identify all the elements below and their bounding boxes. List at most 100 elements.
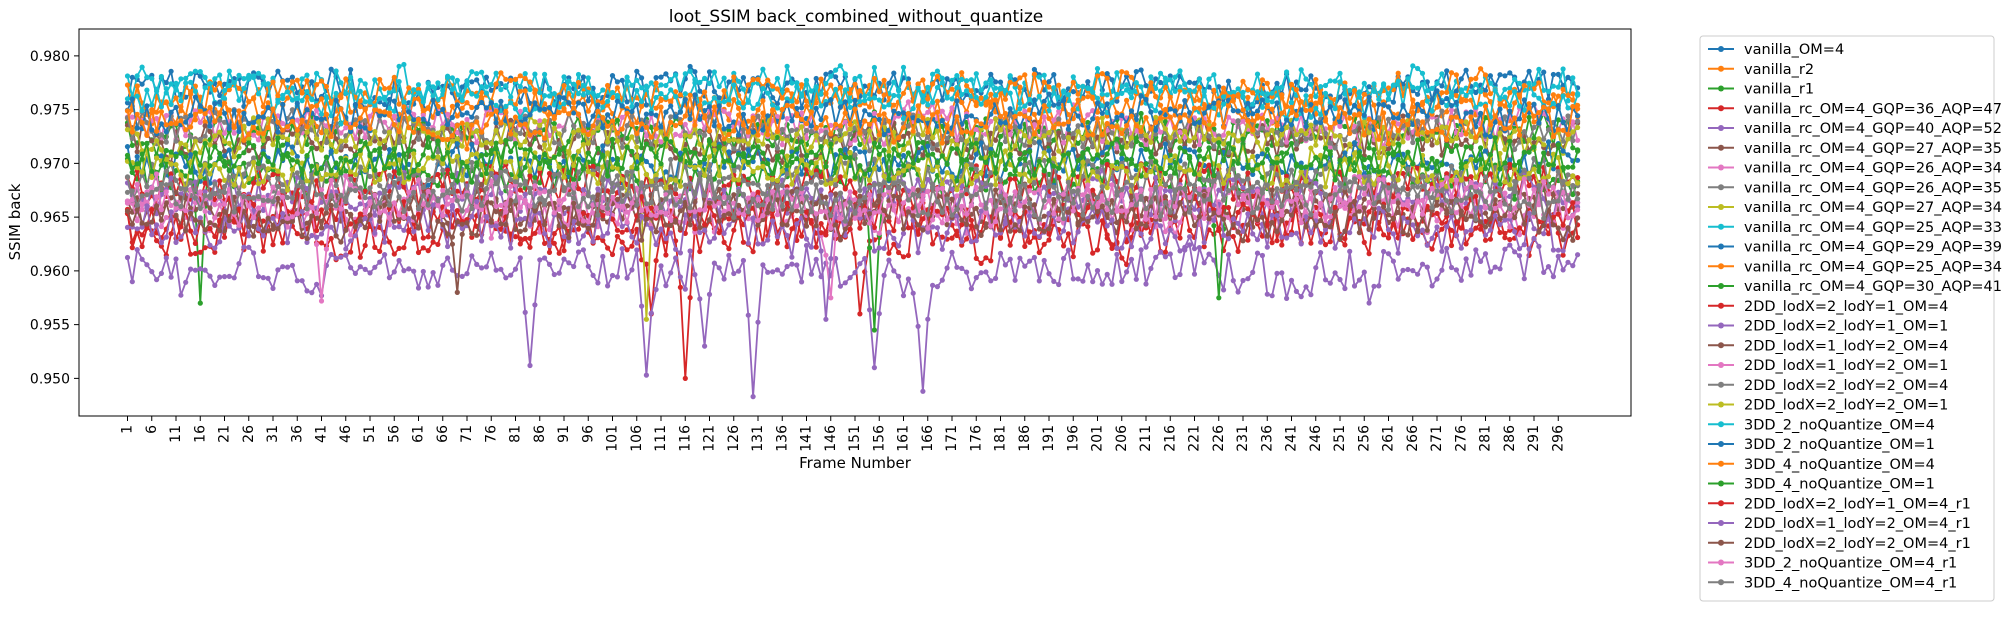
data-point	[629, 134, 635, 140]
data-point	[357, 104, 363, 110]
data-point	[251, 180, 257, 186]
data-point	[527, 173, 533, 179]
data-point	[1172, 274, 1178, 281]
data-point	[770, 157, 776, 163]
data-point	[779, 126, 785, 133]
data-point	[711, 141, 718, 147]
data-point	[934, 147, 941, 153]
data-point	[493, 127, 499, 134]
data-point	[260, 103, 266, 110]
data-point	[803, 103, 810, 109]
data-point	[687, 63, 693, 70]
data-point	[575, 71, 582, 78]
data-point	[1279, 270, 1285, 276]
data-point	[440, 125, 446, 131]
data-point	[755, 76, 761, 82]
data-point	[299, 126, 305, 132]
data-point	[129, 279, 135, 285]
data-point	[144, 74, 150, 80]
data-point	[1201, 244, 1207, 250]
data-point	[440, 187, 446, 194]
data-point	[1303, 131, 1309, 137]
data-point	[382, 138, 388, 144]
data-point	[517, 84, 523, 90]
data-point	[304, 129, 310, 135]
data-point	[435, 282, 441, 288]
data-point	[1240, 185, 1246, 191]
data-point	[1531, 135, 1537, 141]
data-point	[571, 123, 577, 129]
data-point	[668, 184, 674, 190]
data-point	[537, 144, 543, 150]
data-point	[1531, 235, 1537, 241]
data-point	[445, 255, 451, 261]
data-point	[920, 77, 926, 83]
data-point	[251, 250, 257, 256]
data-point	[590, 163, 596, 169]
data-point	[377, 76, 383, 83]
data-point	[910, 290, 916, 296]
data-point	[517, 99, 523, 105]
data-point	[1075, 91, 1081, 97]
data-point	[1230, 196, 1236, 202]
data-point	[517, 255, 523, 261]
data-point	[765, 143, 771, 149]
data-point	[575, 79, 582, 86]
data-point	[1240, 118, 1246, 124]
data-point	[1526, 101, 1532, 107]
data-point	[905, 130, 912, 136]
data-point	[1022, 263, 1028, 269]
data-point	[377, 141, 383, 147]
data-point	[1124, 144, 1130, 150]
data-point	[1143, 161, 1149, 167]
data-point	[1439, 226, 1445, 232]
data-point	[415, 285, 422, 291]
data-point	[124, 127, 131, 133]
data-point	[837, 63, 844, 69]
data-point	[813, 100, 819, 106]
data-point	[886, 153, 892, 159]
data-point	[192, 138, 198, 144]
data-point	[1051, 137, 1057, 143]
data-point	[537, 90, 543, 96]
data-point	[284, 264, 291, 270]
data-point	[435, 183, 441, 189]
data-point	[1196, 147, 1202, 153]
data-point	[779, 136, 785, 142]
data-point	[474, 77, 480, 83]
data-point	[551, 140, 557, 146]
data-point	[760, 262, 766, 268]
data-point	[1148, 139, 1154, 145]
data-point	[808, 271, 815, 277]
data-point	[833, 136, 839, 142]
data-point	[158, 73, 164, 80]
data-point	[634, 68, 640, 74]
data-point	[284, 136, 291, 142]
data-point	[449, 103, 455, 109]
data-point	[1473, 225, 1479, 231]
data-point	[1507, 90, 1513, 96]
data-point	[1351, 283, 1358, 289]
data-point	[1259, 233, 1265, 239]
data-point	[585, 263, 591, 269]
data-point	[774, 86, 781, 92]
data-point	[488, 141, 494, 147]
data-point	[997, 133, 1004, 139]
data-point	[1148, 80, 1154, 86]
data-point	[1293, 146, 1299, 152]
data-point	[1075, 123, 1081, 129]
data-point	[217, 178, 223, 184]
data-point	[139, 243, 145, 250]
data-point	[1177, 235, 1183, 241]
data-point	[905, 140, 912, 146]
data-point	[556, 270, 562, 276]
data-point	[1541, 69, 1547, 75]
data-point	[619, 114, 625, 120]
data-point	[648, 80, 654, 86]
data-point	[1022, 142, 1028, 148]
data-point	[1046, 84, 1052, 90]
data-point	[1536, 243, 1542, 249]
data-point	[221, 130, 228, 136]
data-point	[949, 77, 955, 83]
data-point	[449, 138, 455, 144]
